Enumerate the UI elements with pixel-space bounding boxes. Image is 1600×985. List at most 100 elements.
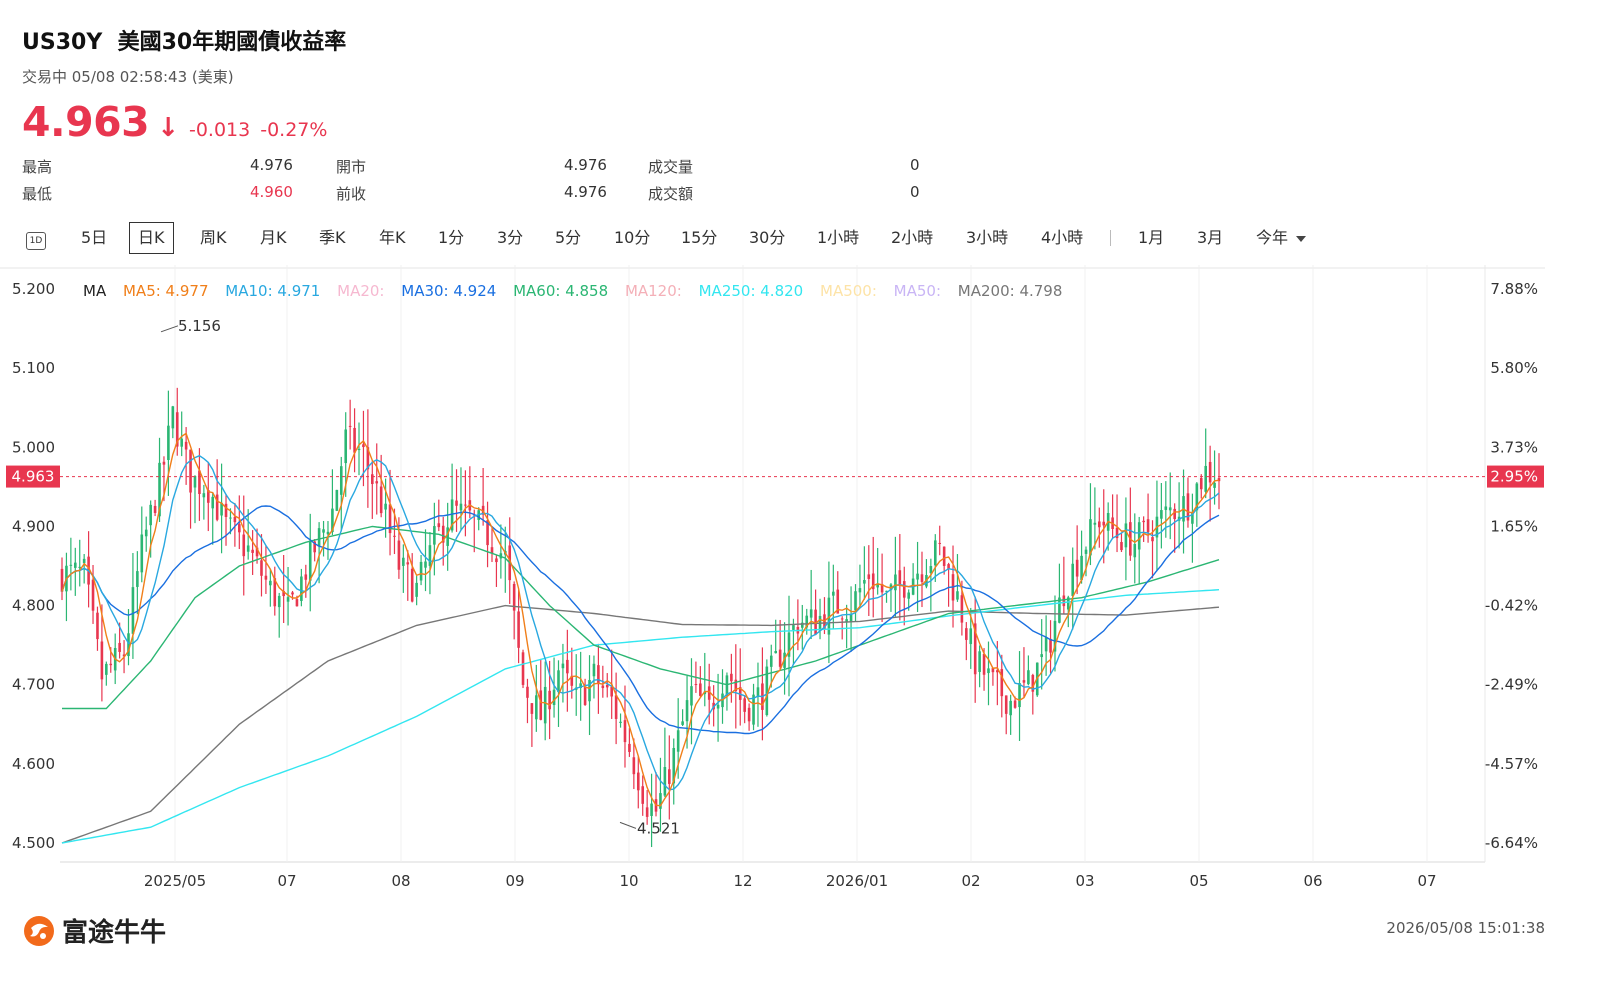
candle-body (260, 560, 263, 576)
stat-low-label: 最低 (22, 185, 53, 203)
candle-body (353, 427, 356, 453)
tab-3hour[interactable]: 3小時 (966, 228, 1009, 247)
legend-ma500[interactable]: MA500: (820, 282, 877, 300)
tab-1d[interactable]: 1D (26, 222, 46, 254)
tab-2hour[interactable]: 2小時 (891, 228, 934, 247)
legend-ma60[interactable]: MA60: 4.858 (513, 282, 609, 300)
candle-body (136, 571, 139, 587)
legend-ma10[interactable]: MA10: 4.971 (225, 282, 321, 300)
candle-body (703, 691, 707, 695)
candle-body (371, 474, 374, 485)
candle-body (82, 558, 86, 564)
candle-body (397, 540, 401, 570)
tab-5min[interactable]: 5分 (555, 228, 582, 247)
candle-body (867, 574, 871, 579)
tab-weekly-k[interactable]: 周K (200, 228, 227, 247)
candle-body (317, 528, 321, 547)
stat-turnover-value: 0 (910, 183, 920, 201)
brand-logo: 富途牛牛 (22, 912, 166, 949)
candle-body (752, 694, 755, 725)
tab-5d[interactable]: 5日 (81, 228, 108, 247)
candle-body (238, 524, 241, 533)
tab-4hour[interactable]: 4小時 (1041, 228, 1084, 247)
price-change: -0.013 (188, 119, 251, 141)
candle-body (100, 641, 104, 680)
price-row: 4.963 ↓ -0.013 -0.27% (22, 98, 327, 146)
candle-body (676, 730, 680, 752)
candle-body (521, 652, 525, 685)
legend-ma120[interactable]: MA120: (624, 282, 682, 300)
tab-3month[interactable]: 3月 (1197, 228, 1224, 247)
tab-1min[interactable]: 1分 (438, 228, 465, 247)
y-tick-label: 4.800 (12, 597, 55, 615)
candle-body (628, 743, 631, 752)
legend-ma5[interactable]: MA5: 4.977 (122, 282, 209, 300)
candle-body (1049, 638, 1052, 653)
candle-body (836, 589, 840, 614)
legend-ma50[interactable]: MA50: (893, 282, 942, 300)
candle-body (446, 527, 449, 546)
candle-body (162, 461, 166, 465)
candle-body (725, 675, 729, 697)
candle-body (433, 526, 436, 545)
candle-body (517, 611, 520, 648)
candle-body (1089, 519, 1092, 556)
moomoo-logo-icon (24, 915, 54, 946)
candle-body (645, 807, 649, 817)
legend-ma20[interactable]: MA20: (337, 282, 385, 300)
candle-body (295, 599, 299, 607)
tab-3min[interactable]: 3分 (497, 228, 524, 247)
tab-10min[interactable]: 10分 (614, 228, 651, 247)
candlestick-chart[interactable]: 2025/05 07 08 09 10 12 2026/01 02 03 05 06 07 5.200 7… (0, 265, 1600, 895)
candle-body (388, 504, 392, 534)
candle-body (455, 500, 458, 506)
candle-body (969, 628, 973, 645)
candle-body (171, 406, 175, 429)
candle-body (588, 679, 591, 702)
candle-body (331, 508, 334, 533)
low-marker (619, 821, 637, 829)
legend-ma30[interactable]: MA30: 4.924 (401, 282, 497, 300)
tab-yearly-k[interactable]: 年K (379, 228, 406, 247)
tab-1hour[interactable]: 1小時 (817, 228, 860, 247)
candle-body (357, 448, 361, 451)
candle-body (885, 590, 888, 592)
tab-1month[interactable]: 1月 (1138, 228, 1165, 247)
candle-body (916, 573, 919, 580)
candle-body (140, 534, 144, 573)
ma60-line (62, 525, 1220, 710)
candle-body (871, 573, 875, 590)
candle-body (144, 529, 148, 537)
x-tick-label: 2026/01 (826, 872, 888, 890)
pct-tick-label: 5.80% (1490, 359, 1538, 377)
candle-body (716, 704, 720, 709)
candle-body (1062, 595, 1066, 607)
tab-quarterly-k[interactable]: 季K (319, 228, 346, 247)
candle-body (1084, 549, 1088, 554)
tab-15min[interactable]: 15分 (681, 228, 718, 247)
candle-body (1004, 695, 1008, 714)
candle-body (273, 578, 277, 607)
legend-ma200[interactable]: MA200: 4.798 (957, 282, 1063, 300)
pct-tick-label: 7.88% (1490, 280, 1538, 298)
candle-body (450, 499, 454, 531)
tab-monthly-k[interactable]: 月K (260, 228, 287, 247)
candle-body (845, 619, 848, 623)
stat-prevclose-label: 前收 (336, 185, 367, 203)
candle-body (801, 622, 804, 628)
legend-ma250[interactable]: MA250: 4.820 (698, 282, 804, 300)
tab-daily-k[interactable]: 日K (129, 222, 174, 254)
ma250-line (61, 589, 1220, 844)
calendar-1d-icon: 1D (26, 232, 46, 250)
candle-body (1164, 506, 1168, 510)
candle-body (486, 520, 489, 546)
x-tick-label: 08 (391, 872, 410, 890)
candle-body (127, 633, 130, 657)
tab-30min[interactable]: 30分 (749, 228, 786, 247)
candle-body (464, 504, 467, 506)
candle-body (814, 609, 817, 635)
candle-body (730, 673, 733, 682)
candle-body (1098, 521, 1101, 528)
tab-ytd-dropdown[interactable]: 今年 (1256, 222, 1307, 254)
candle-body (863, 580, 866, 584)
